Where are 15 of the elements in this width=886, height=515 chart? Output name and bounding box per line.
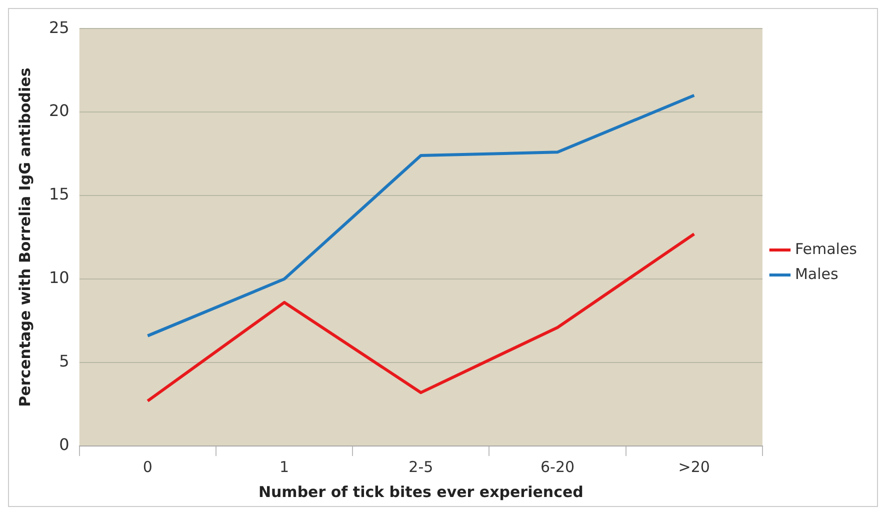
x-tick-label: 2-5 [408,458,434,476]
x-tick-label: 6-20 [540,458,575,476]
legend-label: Males [794,264,838,283]
y-tick-label: 20 [49,101,70,120]
y-tick-label: 25 [49,18,70,37]
x-tick-label: 0 [142,458,152,476]
x-tick-label: 1 [280,458,290,476]
legend-label: Females [794,240,858,258]
y-tick-label: 15 [49,184,70,204]
x-axis-title: Number of tick bites ever experienced [258,482,584,501]
y-tick-label: 5 [59,352,70,371]
y-tick-label: 0 [59,435,70,454]
y-axis-title: Percentage with Borrelia IgG antibodies [16,68,34,407]
x-tick-label: >20 [678,458,710,476]
y-tick-label: 10 [49,268,70,288]
